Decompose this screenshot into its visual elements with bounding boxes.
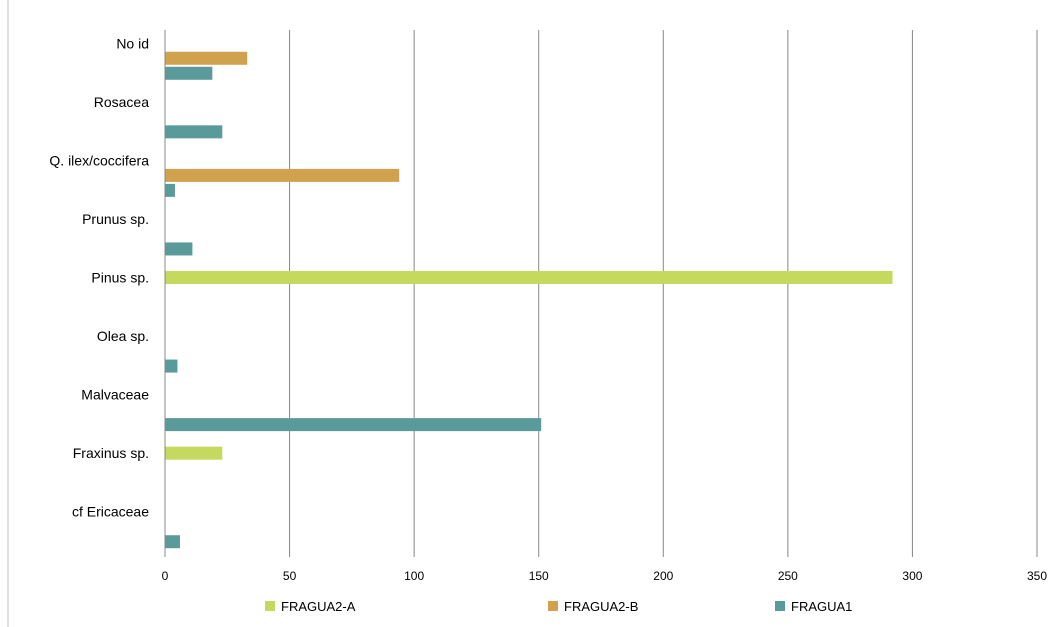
legend-label-fragua2-a: FRAGUA2-A (281, 599, 356, 614)
bar-fragua1-1 (165, 125, 223, 139)
bars (165, 51, 893, 549)
legend-label-fragua2-b: FRAGUA2-B (564, 599, 638, 614)
bar-fragua2-b-2 (165, 168, 400, 182)
legend-label-fragua1: FRAGUA1 (791, 599, 852, 614)
bar-fragua1-6 (165, 418, 542, 432)
grid (289, 30, 1038, 557)
labels: 0 50 100 150 200 250 300 350 No id Rosacea Q. ilex… (49, 35, 1047, 583)
bar-fragua1-0 (165, 66, 213, 80)
x-tick-label: 250 (778, 569, 798, 583)
bar-fragua1-3 (165, 242, 193, 256)
bar-fragua1-8 (165, 535, 180, 549)
x-tick-label: 300 (902, 569, 922, 583)
category-label: No id (116, 35, 149, 51)
category-label: Malvaceae (81, 387, 149, 403)
bar-fragua2-a-7 (165, 446, 223, 460)
x-tick-label: 50 (283, 569, 297, 583)
x-tick-label: 0 (162, 569, 169, 583)
bar-fragua1-5 (165, 359, 178, 373)
legend-swatch-fragua2-a (265, 601, 275, 611)
legend: FRAGUA2-A FRAGUA2-B FRAGUA1 (265, 599, 852, 614)
category-label: Q. ilex/coccifera (49, 152, 149, 168)
x-tick-label: 150 (529, 569, 549, 583)
category-label: Pinus sp. (91, 270, 149, 286)
x-tick-label: 200 (653, 569, 673, 583)
category-label: Fraxinus sp. (73, 445, 149, 461)
x-tick-label: 100 (404, 569, 424, 583)
category-label: Olea sp. (97, 328, 149, 344)
bar-fragua2-b-0 (165, 51, 248, 65)
bar-fragua2-a-4 (165, 271, 893, 284)
legend-swatch-fragua1 (775, 601, 785, 611)
bar-fragua1-2 (165, 183, 175, 197)
category-label: Rosacea (94, 94, 149, 110)
x-tick-label: 350 (1027, 569, 1047, 583)
category-label: Prunus sp. (82, 211, 149, 227)
legend-swatch-fragua2-b (548, 601, 558, 611)
category-label: cf Ericaceae (72, 504, 149, 520)
